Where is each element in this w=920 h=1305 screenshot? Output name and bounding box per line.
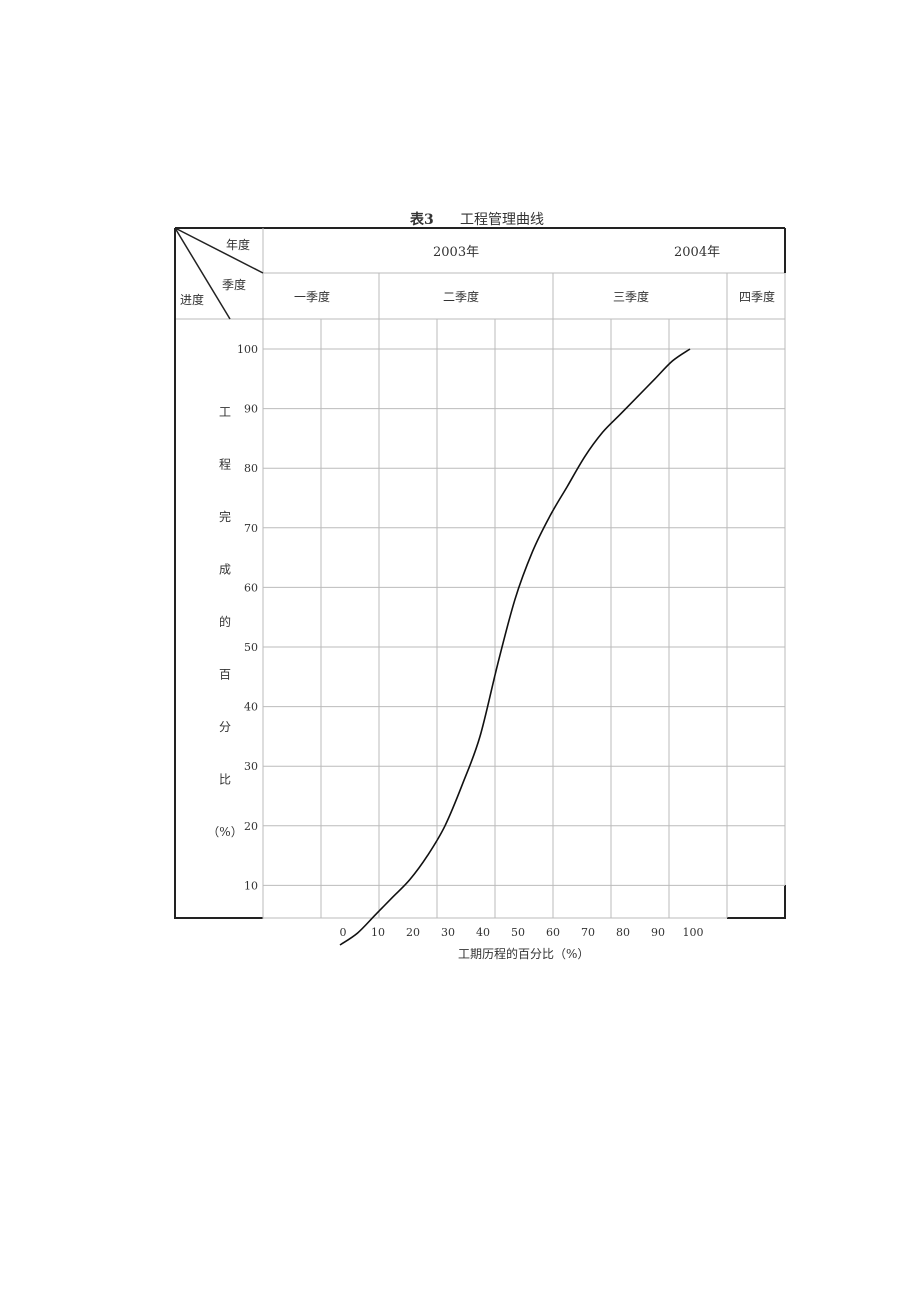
x-tick-label: 90 [651, 926, 665, 939]
corner-progress-label: 进度 [180, 292, 204, 307]
year-label-2004: 2004年 [674, 245, 720, 260]
y-axis-label-char: 百 [219, 668, 231, 682]
year-label-2003: 2003年 [433, 245, 479, 260]
y-axis-label-char: （%） [207, 825, 242, 839]
x-tick-label: 40 [476, 926, 490, 939]
x-tick-label: 50 [511, 926, 525, 939]
x-tick-label: 80 [616, 926, 630, 939]
y-tick-label: 50 [244, 641, 258, 654]
x-tick-label: 100 [683, 926, 704, 939]
quarter-label-q1: 一季度 [294, 289, 330, 304]
grid-vertical-lines [320, 319, 728, 918]
y-tick-label: 10 [244, 879, 258, 892]
x-tick-label: 30 [441, 926, 455, 939]
y-tick-labels: 10 20 30 40 50 60 70 80 90 100 [237, 343, 258, 892]
y-axis-label-char: 比 [219, 773, 231, 787]
y-axis-label-char: 程 [219, 457, 231, 472]
series-line [339, 348, 691, 946]
x-tick-labels: 0 10 20 30 40 50 60 70 80 90 100 [340, 926, 704, 939]
x-tick-label: 70 [581, 926, 595, 939]
y-tick-label: 70 [244, 522, 258, 535]
x-tick-label: 10 [371, 926, 385, 939]
y-tick-label: 60 [244, 581, 258, 594]
x-axis-label: 工期历程的百分比（%） [458, 946, 589, 961]
quarter-label-q4: 四季度 [739, 289, 775, 304]
y-tick-label: 30 [244, 760, 258, 773]
y-axis-label-char: 的 [219, 614, 231, 629]
corner-year-label: 年度 [226, 237, 250, 252]
corner-quarter-label: 季度 [222, 277, 246, 292]
quarter-label-q2: 二季度 [443, 289, 479, 304]
curve-group [339, 348, 691, 946]
y-axis-label-char: 工 [219, 405, 231, 419]
y-tick-label: 80 [244, 462, 258, 475]
y-axis-label-char: 成 [219, 563, 231, 577]
grid-horizontal-lines [263, 348, 785, 886]
caption-title: 工程管理曲线 [460, 212, 544, 228]
y-tick-label: 40 [244, 701, 258, 714]
x-tick-label: 60 [546, 926, 560, 939]
y-tick-label: 100 [237, 343, 258, 356]
y-axis-label-char: 分 [219, 720, 231, 734]
y-axis-label-char: 完 [219, 509, 231, 524]
x-tick-label: 0 [340, 926, 347, 939]
caption-number: 表3 [409, 211, 434, 228]
quarter-label-q3: 三季度 [613, 289, 649, 304]
corner-diagonal-year [174, 227, 264, 274]
x-tick-label: 20 [406, 926, 420, 939]
y-tick-label: 20 [244, 820, 258, 833]
corner-diagonal-progress [174, 227, 231, 320]
y-tick-label: 90 [244, 403, 258, 416]
